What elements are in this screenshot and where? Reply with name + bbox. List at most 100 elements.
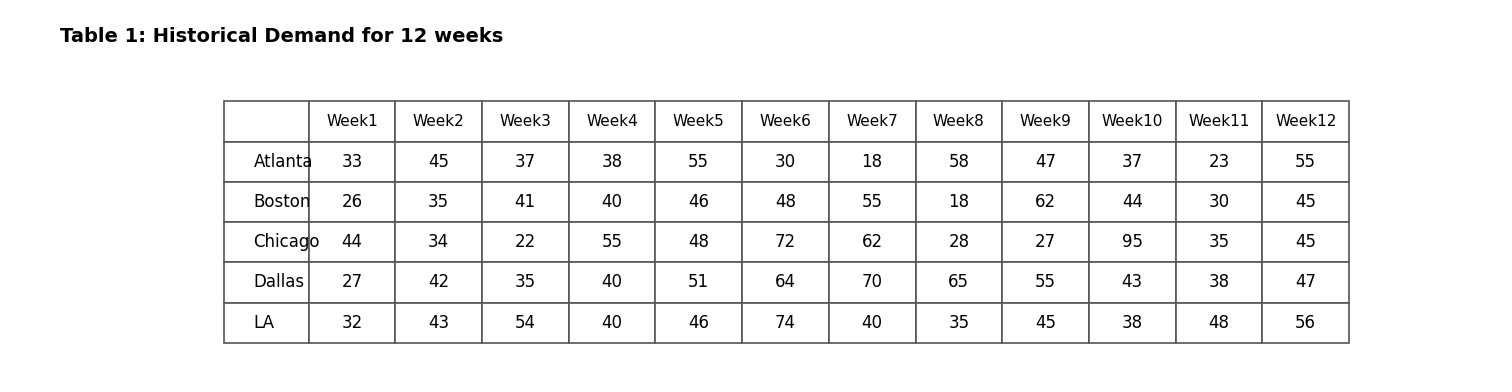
Text: Dallas: Dallas [254, 274, 304, 292]
Bar [482, 222, 569, 262]
Bar [1176, 142, 1263, 182]
Text: 72: 72 [774, 233, 795, 251]
Bar [1176, 303, 1263, 343]
Bar [829, 182, 915, 222]
Bar [742, 102, 829, 142]
Text: 47: 47 [1036, 153, 1055, 171]
Text: 28: 28 [948, 233, 969, 251]
Bar [1263, 182, 1349, 222]
Bar [742, 303, 829, 343]
Bar [655, 142, 742, 182]
Bar [1089, 182, 1176, 222]
Bar [308, 303, 395, 343]
Bar [569, 303, 655, 343]
Text: Chicago: Chicago [254, 233, 321, 251]
Text: 40: 40 [602, 314, 623, 332]
Bar [829, 262, 915, 303]
Text: 40: 40 [602, 193, 623, 211]
Bar [1089, 142, 1176, 182]
Text: Week8: Week8 [933, 114, 984, 129]
Text: 55: 55 [862, 193, 883, 211]
Text: 58: 58 [948, 153, 969, 171]
Text: 56: 56 [1296, 314, 1317, 332]
Text: 45: 45 [428, 153, 449, 171]
Bar [829, 102, 915, 142]
Bar [1002, 262, 1089, 303]
Text: 38: 38 [1208, 274, 1229, 292]
Text: 48: 48 [1208, 314, 1229, 332]
Bar [224, 262, 308, 303]
Bar [655, 222, 742, 262]
Text: 18: 18 [948, 193, 969, 211]
Text: Week3: Week3 [499, 114, 552, 129]
Bar [1176, 182, 1263, 222]
Text: 42: 42 [428, 274, 449, 292]
Bar [308, 182, 395, 222]
Text: Week7: Week7 [847, 114, 898, 129]
Bar [1002, 142, 1089, 182]
Text: 48: 48 [688, 233, 709, 251]
Text: 18: 18 [862, 153, 883, 171]
Text: 65: 65 [948, 274, 969, 292]
Text: 54: 54 [514, 314, 535, 332]
Bar [569, 102, 655, 142]
Text: Boston: Boston [254, 193, 311, 211]
Bar [224, 142, 308, 182]
Bar [915, 262, 1002, 303]
Bar [655, 303, 742, 343]
Bar [482, 262, 569, 303]
Text: 64: 64 [776, 274, 795, 292]
Text: 47: 47 [1296, 274, 1317, 292]
Bar [224, 182, 308, 222]
Bar [395, 102, 482, 142]
Text: LA: LA [254, 314, 275, 332]
Bar [1089, 303, 1176, 343]
Bar [915, 303, 1002, 343]
Text: Week9: Week9 [1019, 114, 1072, 129]
Text: 55: 55 [1296, 153, 1317, 171]
Text: 44: 44 [1122, 193, 1143, 211]
Bar [1176, 222, 1263, 262]
Text: 35: 35 [514, 274, 535, 292]
Bar [1263, 102, 1349, 142]
Text: Week6: Week6 [759, 114, 812, 129]
Text: 62: 62 [862, 233, 883, 251]
Text: 27: 27 [1036, 233, 1057, 251]
Text: 32: 32 [342, 314, 363, 332]
Bar [742, 262, 829, 303]
Text: 43: 43 [1122, 274, 1143, 292]
Bar [1089, 222, 1176, 262]
Bar [1176, 262, 1263, 303]
Text: Week10: Week10 [1102, 114, 1163, 129]
Text: 35: 35 [1208, 233, 1229, 251]
Bar [224, 222, 308, 262]
Text: 95: 95 [1122, 233, 1143, 251]
Bar [655, 262, 742, 303]
Text: 40: 40 [602, 274, 623, 292]
Text: 46: 46 [688, 314, 709, 332]
Text: 26: 26 [342, 193, 363, 211]
Bar [308, 102, 395, 142]
Bar [482, 102, 569, 142]
Bar [224, 303, 308, 343]
Bar [395, 222, 482, 262]
Text: 30: 30 [1208, 193, 1229, 211]
Bar [395, 142, 482, 182]
Bar [482, 303, 569, 343]
Text: 43: 43 [428, 314, 449, 332]
Bar [569, 262, 655, 303]
Bar [655, 102, 742, 142]
Bar [308, 142, 395, 182]
Bar [395, 303, 482, 343]
Bar [1002, 182, 1089, 222]
Bar [482, 142, 569, 182]
Bar [915, 102, 1002, 142]
Text: 45: 45 [1296, 193, 1317, 211]
Text: 34: 34 [428, 233, 449, 251]
Bar [569, 182, 655, 222]
Bar [1263, 222, 1349, 262]
Text: 45: 45 [1296, 233, 1317, 251]
Text: Week4: Week4 [587, 114, 638, 129]
Bar [224, 102, 308, 142]
Bar [395, 262, 482, 303]
